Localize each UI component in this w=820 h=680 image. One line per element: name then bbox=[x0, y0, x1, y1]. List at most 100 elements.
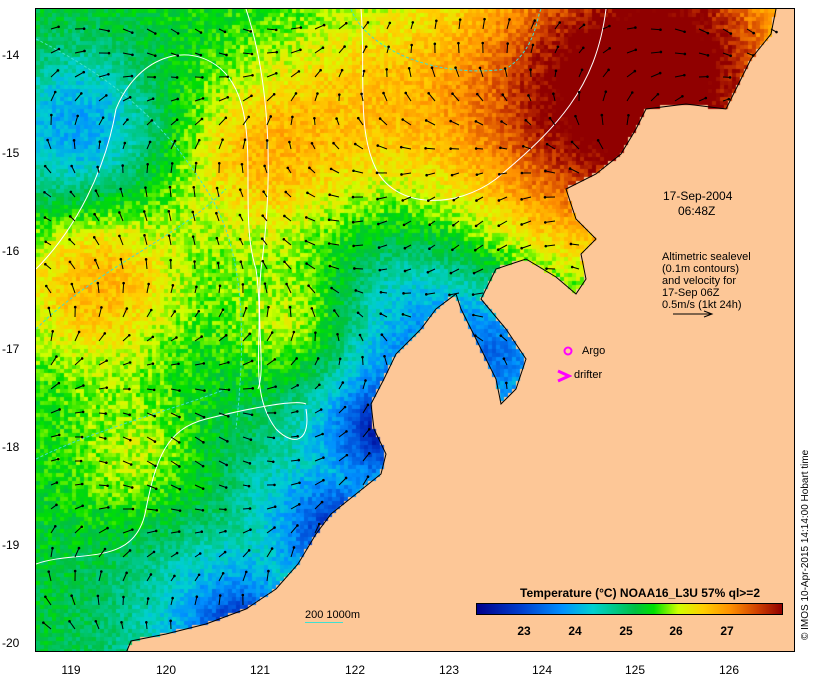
velocity-arrow-head bbox=[103, 547, 107, 551]
velocity-arrow bbox=[194, 436, 204, 443]
velocity-arrow-head bbox=[123, 141, 127, 145]
velocity-arrow bbox=[122, 529, 133, 534]
velocity-arrow-head bbox=[425, 173, 428, 177]
velocity-arrow-head bbox=[596, 139, 600, 142]
velocity-arrow-head bbox=[458, 18, 462, 21]
velocity-arrow-head bbox=[44, 262, 47, 266]
velocity-arrow-head bbox=[202, 415, 206, 419]
velocity-arrow-head bbox=[351, 220, 355, 224]
velocity-arrow bbox=[476, 93, 484, 102]
velocity-arrow bbox=[266, 527, 275, 534]
velocity-arrow-head bbox=[128, 361, 132, 364]
velocity-arrow bbox=[338, 46, 345, 54]
velocity-arrow-head bbox=[131, 507, 135, 511]
velocity-arrow bbox=[93, 237, 100, 246]
velocity-arrow-head bbox=[328, 264, 332, 268]
velocity-arrow bbox=[194, 596, 198, 606]
velocity-arrow-head bbox=[545, 267, 548, 270]
velocity-arrow bbox=[410, 45, 413, 54]
velocity-arrow-head bbox=[96, 165, 99, 169]
velocity-arrow-head bbox=[354, 289, 358, 292]
velocity-arrow-head bbox=[286, 166, 290, 170]
velocity-arrow-head bbox=[435, 19, 438, 23]
velocity-arrow-head bbox=[383, 354, 386, 358]
velocity-arrow-head bbox=[273, 526, 276, 529]
velocity-arrow bbox=[122, 52, 133, 56]
velocity-arrow-head bbox=[322, 478, 325, 482]
velocity-arrow bbox=[314, 93, 318, 102]
velocity-arrow bbox=[602, 91, 607, 102]
lon-tick: 126 bbox=[718, 663, 740, 677]
velocity-arrow bbox=[74, 358, 83, 366]
velocity-arrow bbox=[122, 460, 132, 465]
velocity-arrow-head bbox=[375, 171, 379, 175]
velocity-arrow bbox=[98, 28, 109, 32]
velocity-arrow-head bbox=[55, 355, 58, 358]
velocity-arrow bbox=[408, 68, 412, 78]
velocity-arrow-head bbox=[366, 403, 370, 407]
velocity-arrow-head bbox=[96, 281, 100, 285]
velocity-arrow-head bbox=[481, 41, 485, 45]
velocity-arrow bbox=[353, 244, 364, 247]
velocity-arrow-head bbox=[201, 97, 205, 100]
velocity-arrow-head bbox=[263, 282, 267, 285]
velocity-arrow bbox=[266, 28, 277, 31]
velocity-arrow bbox=[74, 505, 83, 510]
velocity-arrow bbox=[314, 69, 321, 78]
velocity-arrow bbox=[122, 308, 128, 318]
velocity-arrow bbox=[69, 261, 76, 270]
velocity-arrow bbox=[71, 595, 76, 606]
velocity-arrow bbox=[218, 436, 228, 442]
velocity-arrow bbox=[426, 292, 436, 295]
velocity-arrow-head bbox=[574, 114, 577, 118]
velocity-arrow bbox=[218, 573, 224, 582]
velocity-arrow-head bbox=[153, 414, 156, 418]
velocity-arrow bbox=[450, 120, 460, 126]
velocity-arrow-head bbox=[80, 482, 84, 486]
velocity-arrow-head bbox=[319, 68, 322, 72]
velocity-arrow-head bbox=[634, 48, 638, 52]
velocity-arrow bbox=[170, 460, 180, 467]
velocity-arrow bbox=[218, 595, 221, 606]
velocity-arrow bbox=[428, 92, 436, 102]
sst-map[interactable] bbox=[35, 8, 795, 652]
velocity-arrow-head bbox=[497, 199, 501, 202]
sealevel-contour bbox=[360, 9, 607, 201]
velocity-arrow bbox=[50, 526, 56, 534]
velocity-arrow-head bbox=[81, 504, 84, 508]
velocity-arrow-head bbox=[55, 503, 58, 507]
velocity-arrow-head bbox=[73, 305, 77, 309]
velocity-arrow-head bbox=[178, 389, 181, 392]
velocity-arrow-head bbox=[297, 503, 301, 506]
velocity-arrow-head bbox=[291, 115, 294, 119]
velocity-arrow-head bbox=[305, 216, 308, 219]
velocity-arrow-head bbox=[361, 355, 364, 359]
velocity-arrow-head bbox=[240, 162, 244, 166]
velocity-arrow-head bbox=[143, 234, 146, 237]
velocity-arrow bbox=[122, 572, 128, 582]
velocity-arrow bbox=[146, 309, 152, 318]
velocity-arrow-head bbox=[401, 118, 404, 121]
velocity-arrow bbox=[98, 73, 109, 78]
velocity-arrow-head bbox=[379, 312, 383, 315]
velocity-arrow-head bbox=[155, 508, 159, 512]
velocity-arrow bbox=[546, 143, 556, 150]
velocity-arrow bbox=[626, 115, 629, 126]
velocity-arrow-head bbox=[80, 435, 84, 439]
velocity-arrow bbox=[674, 28, 685, 33]
velocity-arrow-head bbox=[176, 54, 180, 57]
velocity-arrow-head bbox=[402, 292, 405, 295]
velocity-arrow-head bbox=[520, 223, 523, 226]
velocity-arrow-head bbox=[178, 465, 181, 468]
velocity-arrow-head bbox=[106, 526, 109, 530]
velocity-arrow-head bbox=[328, 193, 331, 197]
velocity-arrow bbox=[626, 70, 636, 78]
velocity-arrow bbox=[266, 506, 276, 510]
lon-tick: 125 bbox=[624, 663, 646, 677]
lon-tick: 124 bbox=[531, 663, 553, 677]
velocity-arrow-head bbox=[261, 259, 265, 263]
lon-tick: 123 bbox=[438, 663, 460, 677]
velocity-arrow-head bbox=[249, 438, 253, 441]
velocity-arrow bbox=[284, 215, 292, 222]
velocity-arrow-head bbox=[424, 119, 428, 122]
